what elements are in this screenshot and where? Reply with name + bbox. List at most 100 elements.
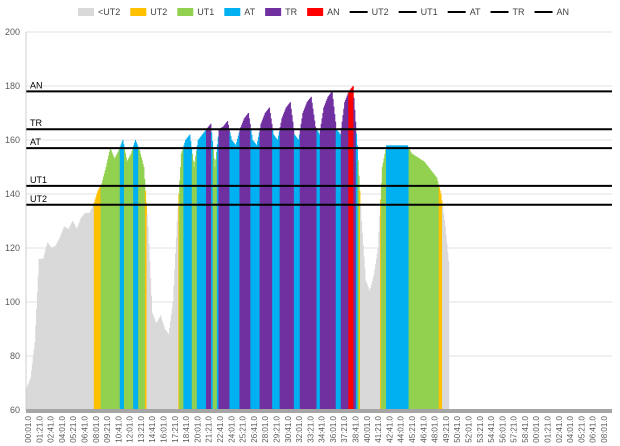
x-tick-label-34: 45:21.0 [408,415,417,442]
hr-bar-47 [65,227,67,410]
hr-bar-110 [118,150,120,411]
hr-bar-106 [114,157,116,410]
hr-bar-30 [51,248,53,410]
hr-bar-179 [175,237,178,410]
hr-bar-20 [42,258,44,410]
legend-swatch-1 [130,8,147,16]
hr-bar-252 [236,138,239,411]
x-tick-label-27: 36:01.0 [329,415,338,442]
y-tick-label-3: 120 [5,243,20,253]
x-tick-label-50: 06:41.0 [589,415,598,442]
hr-bar-347 [316,129,318,411]
hr-bar-228 [216,144,219,410]
hr-bar-81 [93,202,96,410]
hr-bars [26,86,450,411]
hr-bar-387 [349,89,352,411]
hr-bar-422 [379,215,381,410]
hr-bar-145 [147,226,149,410]
hr-bar-97 [107,159,109,410]
hr-bar-41 [60,235,62,410]
hr-bar-122 [128,158,130,410]
hr-bar-223 [212,149,214,410]
hr-bar-313 [288,104,290,411]
hr-bar-218 [208,125,210,411]
hr-bar-462 [412,154,414,410]
hr-bar-219 [209,124,211,410]
hr-bar-341 [311,102,313,411]
legend: <UT2 UT2 UT1 AT TR AN UT2 UT1 AT TR AN [78,7,569,17]
hr-bar-448 [401,145,403,410]
hr-bar-345 [314,126,317,410]
hr-bar-445 [398,145,400,410]
hr-bar-281 [261,121,263,410]
hr-bar-411 [370,287,372,410]
hr-bar-196 [190,141,192,410]
hr-bar-293 [271,123,273,411]
hr-bar-25 [46,242,49,410]
hr-bar-397 [358,175,360,410]
hr-bar-459 [410,151,412,410]
hr-bar-203 [195,150,198,411]
hr-bar-327 [299,129,301,410]
hr-bar-374 [339,133,341,410]
hr-bar-407 [366,284,368,410]
hr-bar-399 [360,205,362,410]
hr-bar-226 [215,159,217,410]
hr-bar-42 [61,232,63,410]
hr-bar-321 [294,135,296,410]
hr-bar-261 [244,117,246,410]
hr-bar-109 [117,152,119,411]
hr-bar-384 [347,93,349,410]
x-tick-label-12: 16:01.0 [160,415,169,442]
hr-bar-241 [227,124,229,410]
hr-bar-251 [236,142,238,410]
x-tick-label-37: 49:21.0 [442,415,451,442]
hr-bar-117 [123,148,126,410]
hr-bar-504 [447,260,450,410]
hr-bar-467 [416,157,419,410]
x-tick-label-13: 17:21.0 [171,415,180,442]
x-tick-label-23: 30:41.0 [284,415,293,442]
hr-bar-93 [103,173,106,410]
hr-bar-192 [186,137,188,410]
hr-bar-328 [300,123,302,411]
hr-bar-300 [277,140,279,410]
hr-bar-460 [411,153,413,410]
hr-bar-130 [134,140,137,410]
hr-bar-421 [378,231,380,410]
hr-bar-309 [284,109,286,410]
hr-bar-26 [47,243,50,410]
hr-bar-432 [387,145,389,410]
hr-bar-166 [164,330,167,410]
hr-bar-268 [250,129,252,410]
hr-bar-208 [200,136,202,410]
hr-bar-501 [445,235,447,410]
hr-bar-352 [320,123,322,411]
hr-bar-175 [172,302,174,410]
hr-bar-254 [238,132,240,410]
hr-bar-466 [416,156,418,410]
hr-bar-37 [56,242,59,410]
hr-bar-302 [278,131,281,411]
hr-bar-87 [98,188,101,410]
hr-bar-176 [173,285,175,410]
hr-bar-389 [351,87,353,410]
y-tick-label-4: 140 [5,189,20,199]
hr-bar-325 [298,140,300,410]
hr-bar-291 [269,113,271,410]
hr-bar-136 [139,154,142,410]
hr-bar-17 [40,258,42,410]
hr-bar-209 [200,135,203,410]
hr-bar-471 [420,159,422,410]
hr-bar-366 [332,98,334,411]
hr-bar-359 [326,98,328,411]
hr-bar-127 [132,148,134,410]
x-tick-label-30: 40:01.0 [363,415,372,442]
hr-bar-267 [249,123,251,411]
hr-bar-262 [245,116,247,411]
hr-bar-426 [382,162,384,410]
x-tick-label-11: 14:41.0 [148,415,157,442]
hr-bar-337 [308,100,310,410]
hr-bar-405 [365,280,367,410]
hr-bar-468 [417,157,420,410]
